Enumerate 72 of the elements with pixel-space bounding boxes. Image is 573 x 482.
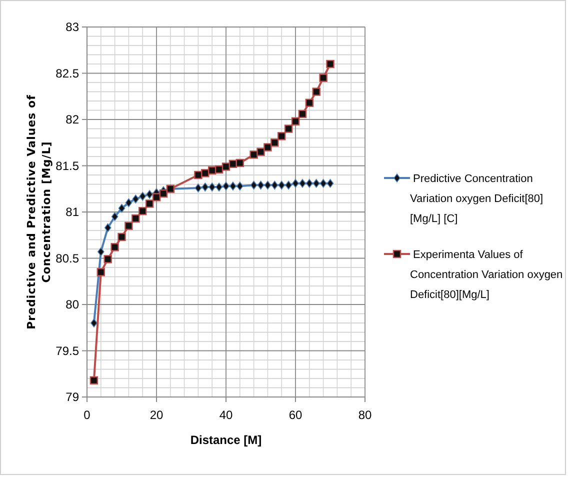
point [146,190,153,199]
point [298,110,307,118]
point [291,117,300,126]
point [90,318,98,328]
point [306,178,313,188]
point [299,178,306,188]
point [278,132,286,140]
point [285,180,292,190]
y-tick-label: 82.5 [56,66,80,80]
point [319,74,328,82]
point [320,178,327,188]
point [202,182,209,192]
point [111,212,118,222]
y-tick-label: 80.5 [56,251,80,266]
point [90,376,98,384]
point [216,182,222,192]
point [257,180,264,190]
point [326,178,334,188]
y-tick-label: 83 [66,20,80,34]
y-tick-label: 81 [66,205,80,220]
point [194,170,202,180]
point [284,124,293,133]
point [96,268,105,276]
point [264,180,272,190]
x-tick-label: 80 [358,408,372,422]
point [152,193,161,202]
point [250,180,258,190]
point [118,232,126,242]
point [236,182,244,190]
point [125,198,132,208]
x-tick-label: 20 [150,408,164,422]
point [132,214,140,223]
point [98,247,104,256]
point [124,222,133,230]
point [222,162,230,171]
y-axis-title: Predictive and Predictive Values of Concentration [Mg/L] [25,94,53,330]
point [110,243,119,252]
y-tick-label: 81.5 [56,158,80,173]
point [139,192,146,201]
point [104,255,112,264]
point [278,180,285,190]
point [230,182,236,190]
point [250,150,258,159]
point [208,182,216,192]
point [104,223,112,232]
y-tick-label: 79 [66,390,80,404]
y-tick-label: 80 [66,298,80,312]
legend-label: Experimenta Values of Concentration Variation oxygen Deficit[80][Mg/L] [410,248,563,301]
point [222,182,230,190]
point [145,200,154,208]
x-tick-label: 40 [219,408,233,422]
y-tick-label: 79.5 [56,344,80,358]
legend-label: Predictive Concentration Variation oxygen Deficit[80] [Mg/L] [C] [410,172,544,225]
point [236,158,244,168]
point [292,178,299,188]
x-axis-title: Distance [M] [190,433,262,447]
point [312,88,320,96]
point [194,184,202,192]
point [138,206,147,216]
point [271,180,278,190]
y-tick-label: 82 [66,112,80,127]
point [132,194,140,204]
point [312,178,320,188]
point [159,189,168,198]
x-tick-label: 60 [288,408,302,422]
point [256,148,265,156]
x-tick-label: 0 [84,408,91,422]
point [264,143,272,152]
point [305,98,314,107]
point [270,138,279,147]
point [326,60,334,68]
point [118,204,126,213]
